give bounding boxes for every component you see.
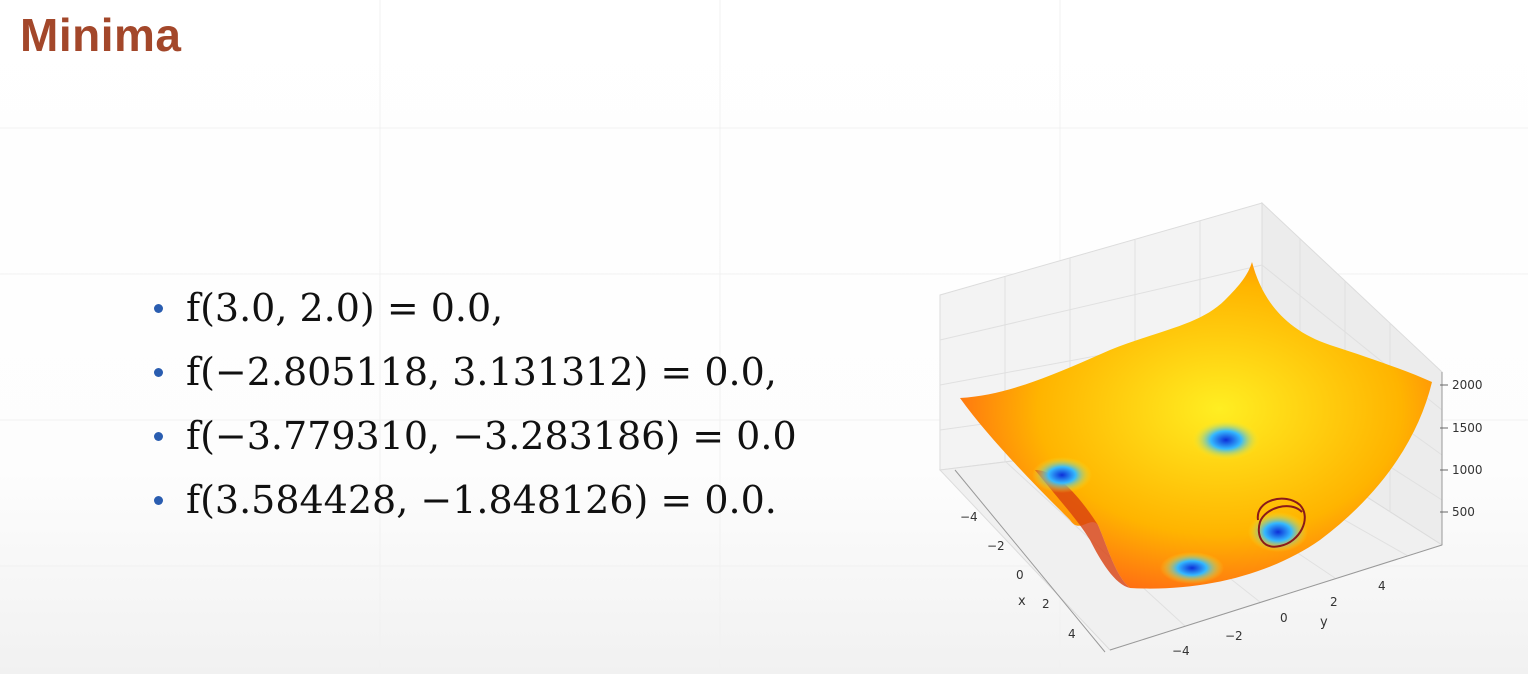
list-item: f(−2.805118, 3.131312) = 0.0, xyxy=(150,340,777,404)
minima-list: f(3.0, 2.0) = 0.0, f(−2.805118, 3.131312… xyxy=(150,276,797,532)
minimum-formula: f(3.584428, −1.848126) = 0.0. xyxy=(186,478,777,522)
x-tick-label: −2 xyxy=(987,539,1005,553)
z-tick-label: 1500 xyxy=(1452,421,1483,435)
bullet-icon xyxy=(154,304,163,313)
y-tick-label: 0 xyxy=(1280,611,1288,625)
y-tick-label: 4 xyxy=(1378,579,1386,593)
y-tick-label: −4 xyxy=(1172,644,1190,658)
annotation-circle xyxy=(1256,497,1306,548)
y-axis-line xyxy=(1109,544,1443,651)
minimum-formula: f(−3.779310, −3.283186) = 0.0 xyxy=(186,414,797,458)
y-tick-label: 2 xyxy=(1330,595,1338,609)
list-item: f(3.0, 2.0) = 0.0, xyxy=(150,276,770,340)
x-tick-label: 0 xyxy=(1016,568,1024,582)
z-tick-label: 2000 xyxy=(1452,378,1483,392)
list-item: f(3.584428, −1.848126) = 0.0. xyxy=(150,468,777,532)
surface-plot-svg: 2000 1500 1000 500 −4 −2 0 2 4 x −4 −2 0… xyxy=(938,201,1483,658)
y-tick-label: −2 xyxy=(1225,629,1243,643)
x-tick-label: 2 xyxy=(1042,597,1050,611)
x-axis-label: x xyxy=(1018,594,1026,609)
bullet-icon xyxy=(154,496,163,505)
surface-rim-shadow xyxy=(1035,470,1130,588)
x-tick-label: −4 xyxy=(960,510,978,524)
bullet-icon xyxy=(154,368,163,377)
x-tick-label: 4 xyxy=(1068,627,1076,641)
surface-plot: 2000 1500 1000 500 −4 −2 0 2 4 x −4 −2 0… xyxy=(930,196,1528,674)
x-axis-line xyxy=(954,469,1106,653)
slide-title: Minima xyxy=(20,9,182,61)
minimum-formula: f(−2.805118, 3.131312) = 0.0, xyxy=(186,350,777,394)
minimum-formula: f(3.0, 2.0) = 0.0, xyxy=(186,286,504,330)
minimum-basin xyxy=(1160,552,1224,584)
z-tick-label: 1000 xyxy=(1452,463,1483,477)
z-tick-label: 500 xyxy=(1452,505,1475,519)
minimum-basin xyxy=(1192,420,1260,460)
minimum-basin xyxy=(1032,457,1092,493)
y-axis-label: y xyxy=(1320,615,1328,630)
list-item: f(−3.779310, −3.283186) = 0.0 xyxy=(150,404,797,468)
bullet-icon xyxy=(154,432,163,441)
